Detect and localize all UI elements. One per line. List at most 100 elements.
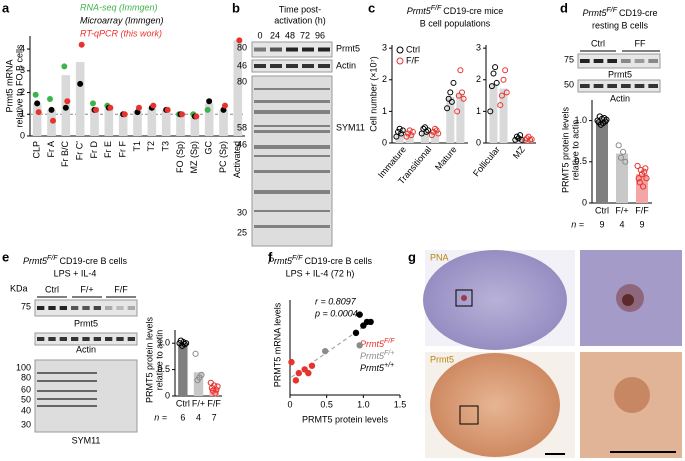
x-tick-label: Activated <box>232 141 242 178</box>
n-value: 4 <box>619 219 624 229</box>
band <box>93 337 101 341</box>
subtitle: resting B cells <box>592 20 649 30</box>
band <box>37 372 97 374</box>
band <box>127 306 135 310</box>
data-point <box>35 109 42 116</box>
band <box>59 337 67 341</box>
band-label: Actin <box>76 344 96 354</box>
x-tick-label: Fr A <box>46 141 56 158</box>
x-tick-label: CLP <box>32 141 42 159</box>
y-tick-label: 2 <box>20 87 25 97</box>
legend-name: Prmt5 <box>360 339 385 349</box>
data-point <box>78 41 85 48</box>
bar <box>233 40 243 136</box>
band <box>254 125 330 127</box>
band <box>254 64 266 68</box>
data-point <box>164 106 171 113</box>
band <box>37 390 97 392</box>
stain <box>461 295 467 301</box>
band <box>116 306 124 310</box>
band <box>59 306 67 310</box>
data-point <box>204 106 211 113</box>
data-point <box>367 318 374 326</box>
band <box>93 306 101 310</box>
band <box>621 59 631 63</box>
band <box>37 306 45 310</box>
data-point <box>528 136 535 143</box>
data-point <box>399 127 406 134</box>
y-axis-label: Cell number (×10⁷) <box>368 56 378 132</box>
band-label: Actin <box>336 60 356 70</box>
band <box>37 398 97 400</box>
title-text: CD19-cre mice <box>443 6 503 16</box>
band <box>105 337 113 341</box>
mw-marker: 75 <box>21 301 31 311</box>
band <box>254 225 330 228</box>
data-point <box>640 183 647 190</box>
band <box>116 337 124 341</box>
bar <box>133 111 142 136</box>
x-tick-label: T1 <box>132 141 142 152</box>
tissue <box>430 353 560 457</box>
data-point <box>620 148 627 156</box>
data-point <box>222 102 228 109</box>
data-point <box>47 96 53 103</box>
title-allele: F/F <box>47 255 58 262</box>
legend-entry: Prmt5F/+ <box>360 350 394 362</box>
tissue <box>423 250 567 350</box>
blot-title: activation (h) <box>274 15 326 25</box>
band <box>286 64 298 68</box>
band <box>270 64 282 68</box>
y-tick-label: 3 <box>20 65 25 75</box>
data-point <box>198 371 205 378</box>
data-point <box>460 95 467 102</box>
band <box>580 59 590 63</box>
band <box>254 130 330 133</box>
data-point <box>455 92 462 99</box>
data-point <box>603 116 610 123</box>
subtitle: LPS + IL-4 (72 h) <box>286 268 355 278</box>
data-point <box>433 127 440 134</box>
x-tick-label: Follicular <box>471 144 502 178</box>
legend-marker <box>396 57 404 65</box>
data-point <box>308 362 316 369</box>
x-tick-label: Ctrl <box>595 205 609 215</box>
band <box>254 110 330 114</box>
panel-label: g <box>408 249 416 264</box>
data-point <box>493 79 500 86</box>
data-point <box>214 383 221 390</box>
legend-entry: RNA-seq (Immgen) <box>80 2 158 12</box>
y-tick-label: 1.0 <box>157 338 170 348</box>
mw-marker: 30 <box>237 207 247 217</box>
title: Prmt5F/F CD19-cre mice <box>407 5 504 17</box>
bar <box>446 96 455 143</box>
title-allele: F/F <box>607 7 618 14</box>
title: Prmt5F/F CD19-cre B cells <box>268 255 373 267</box>
band <box>270 47 282 52</box>
y-tick-label: 2 <box>476 74 481 84</box>
mw-marker: 40 <box>21 405 31 415</box>
stain <box>622 294 634 306</box>
band <box>318 47 330 52</box>
y-axis-label: PRMT5 protein levels <box>560 106 570 193</box>
mw-marker: 50 <box>21 394 31 404</box>
x-tick-label: Mature <box>433 144 459 172</box>
band <box>82 306 90 310</box>
group-label: Ctrl <box>45 284 59 294</box>
data-point <box>432 125 439 132</box>
data-point <box>513 133 520 140</box>
legend-entry: F/F <box>406 55 420 65</box>
lane-label: 24 <box>270 30 280 40</box>
mw-marker: 80 <box>237 42 247 52</box>
lane-label: 0 <box>257 30 262 40</box>
title: Prmt5F/F CD19-cre B cells <box>23 255 128 267</box>
data-point <box>62 104 69 111</box>
data-point <box>428 132 435 139</box>
data-point <box>61 63 68 70</box>
bar <box>431 131 440 143</box>
band-label: SYM11 <box>72 435 101 445</box>
mw-marker: 80 <box>21 372 31 382</box>
data-point <box>518 136 525 143</box>
bar <box>456 93 465 143</box>
x-tick-label: Fr D <box>89 141 99 159</box>
